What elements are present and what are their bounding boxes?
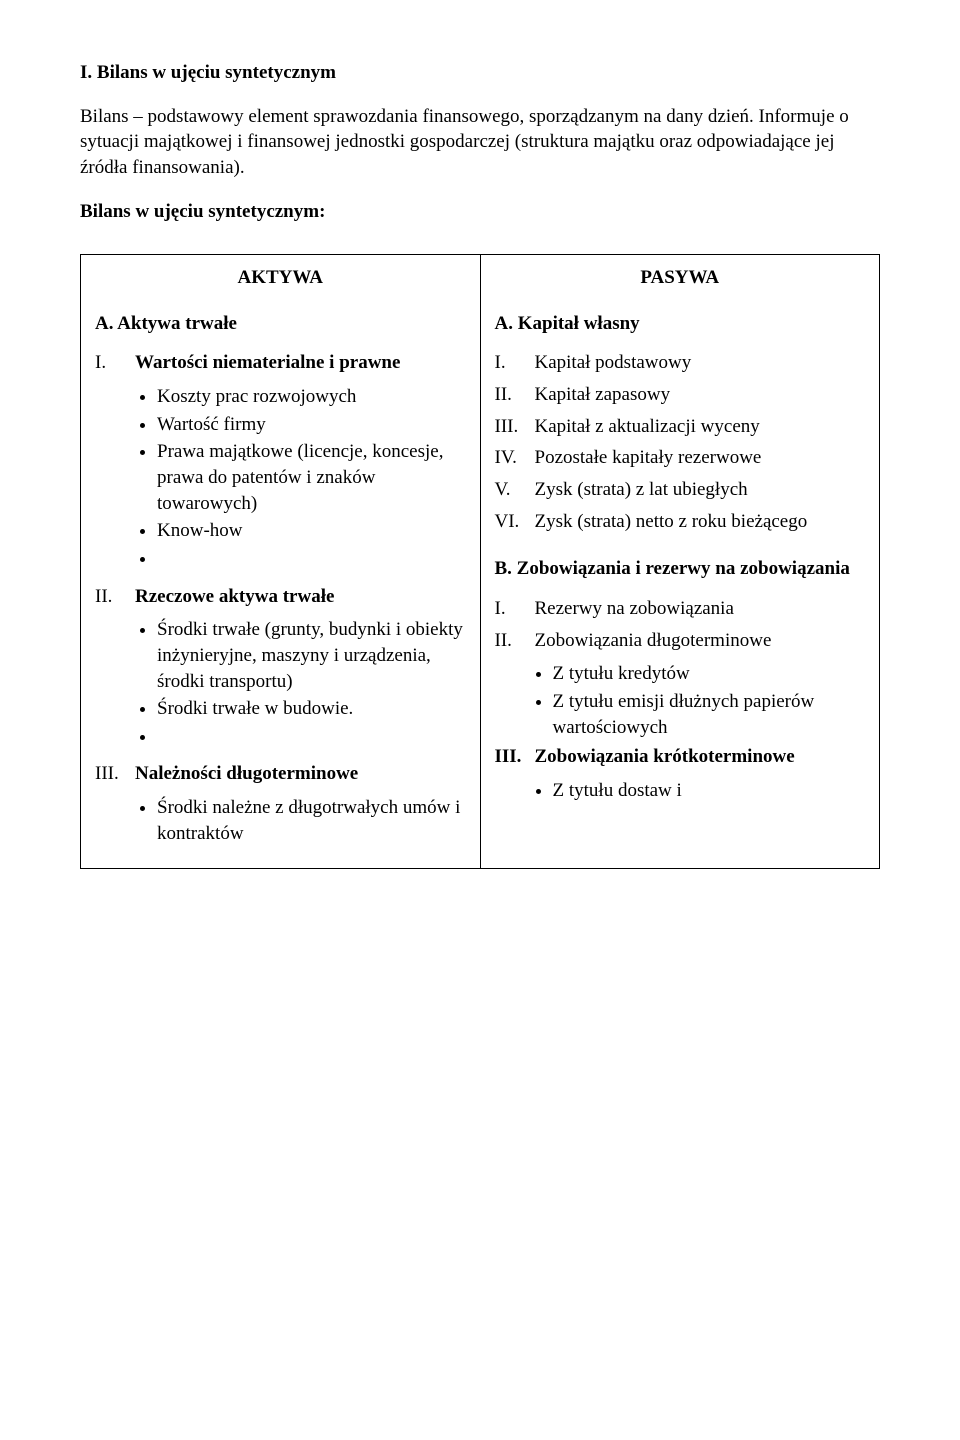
list-item: Kapitał zapasowy <box>535 384 671 405</box>
list-item: Zysk (strata) netto z roku bieżącego <box>535 511 808 532</box>
list-item-empty <box>157 724 466 750</box>
list-item: Zysk (strata) z lat ubiegłych <box>535 479 748 500</box>
list-item: Wartość firmy <box>157 412 466 438</box>
zobow-dlugo-bullets: Z tytułu kredytów Z tytułu emisji dłużny… <box>495 661 866 740</box>
list-item: Kapitał podstawowy <box>535 352 692 373</box>
intro-paragraph: Bilans – podstawowy element sprawozdania… <box>80 104 880 181</box>
wartosci-niemat-label: Wartości niematerialne i prawne <box>135 352 400 373</box>
list-item: Pozostałe kapitały rezerwowe <box>535 447 762 468</box>
list-item: Know-how <box>157 518 466 544</box>
zobow-krotko-label: Zobowiązania krótkoterminowe <box>535 746 795 767</box>
zobow-krotko-bullets: Z tytułu dostaw i <box>495 778 866 804</box>
sub-heading: Bilans w ujęciu syntetycznym: <box>80 199 880 225</box>
rn: III. <box>495 744 531 770</box>
pasywa-section-a: A. Kapitał własny <box>495 311 866 337</box>
roman-i: I. <box>95 350 131 376</box>
naleznosci-label: Należności długoterminowe <box>135 763 358 784</box>
roman-iii: III. <box>95 761 131 787</box>
rn: V. <box>495 477 531 503</box>
list-item: Z tytułu emisji dłużnych papierów wartoś… <box>553 689 866 740</box>
list-item: Kapitał z aktualizacji wyceny <box>535 416 760 437</box>
pasywa-cell: PASYWA A. Kapitał własny I.Kapitał podst… <box>480 255 880 869</box>
aktywa-heading: AKTYWA <box>95 265 466 305</box>
wartosci-bullets: Koszty prac rozwojowych Wartość firmy Pr… <box>135 384 466 571</box>
rn: I. <box>495 350 531 376</box>
list-item: Środki trwałe w budowie. <box>157 696 466 722</box>
aktywa-cell: AKTYWA A. Aktywa trwałe I. Wartości niem… <box>81 255 481 869</box>
rezerwy-label: Rezerwy na zobowiązania <box>535 598 734 619</box>
balance-table: AKTYWA A. Aktywa trwałe I. Wartości niem… <box>80 254 880 869</box>
list-item: Środki trwałe (grunty, budynki i obiekty… <box>157 617 466 694</box>
aktywa-section-a: A. Aktywa trwałe <box>95 311 466 337</box>
rn: VI. <box>495 509 531 535</box>
rn: II. <box>495 628 531 654</box>
list-item: Z tytułu kredytów <box>553 661 866 687</box>
zobow-dlugo-label: Zobowiązania długoterminowe <box>535 630 772 651</box>
zobow-krotko-list: III. Zobowiązania krótkoterminowe <box>495 744 866 770</box>
list-item-empty <box>157 546 466 572</box>
rzeczowe-bullets: Środki trwałe (grunty, budynki i obiekty… <box>135 617 466 749</box>
rzeczowe-label: Rzeczowe aktywa trwałe <box>135 586 334 607</box>
aktywa-roman-list: I. Wartości niematerialne i prawne Koszt… <box>95 350 466 846</box>
naleznosci-bullets: Środki należne z długotrwałych umów i ko… <box>135 795 466 846</box>
rn: II. <box>495 382 531 408</box>
roman-ii: II. <box>95 584 131 610</box>
page-title: I. Bilans w ujęciu syntetycznym <box>80 60 880 86</box>
zobowiazania-list: I. Rezerwy na zobowiązania II. Zobowiąza… <box>495 596 866 653</box>
list-item: Środki należne z długotrwałych umów i ko… <box>157 795 466 846</box>
pasywa-section-b: B. Zobowiązania i rezerwy na zobowiązani… <box>495 556 866 582</box>
list-item: Prawa majątkowe (licencje, koncesje, pra… <box>157 439 466 516</box>
pasywa-heading: PASYWA <box>495 265 866 305</box>
list-item: Koszty prac rozwojowych <box>157 384 466 410</box>
list-item: Z tytułu dostaw i <box>553 778 866 804</box>
rn: III. <box>495 414 531 440</box>
rn: IV. <box>495 445 531 471</box>
rn: I. <box>495 596 531 622</box>
kapital-list: I.Kapitał podstawowy II.Kapitał zapasowy… <box>495 350 866 534</box>
